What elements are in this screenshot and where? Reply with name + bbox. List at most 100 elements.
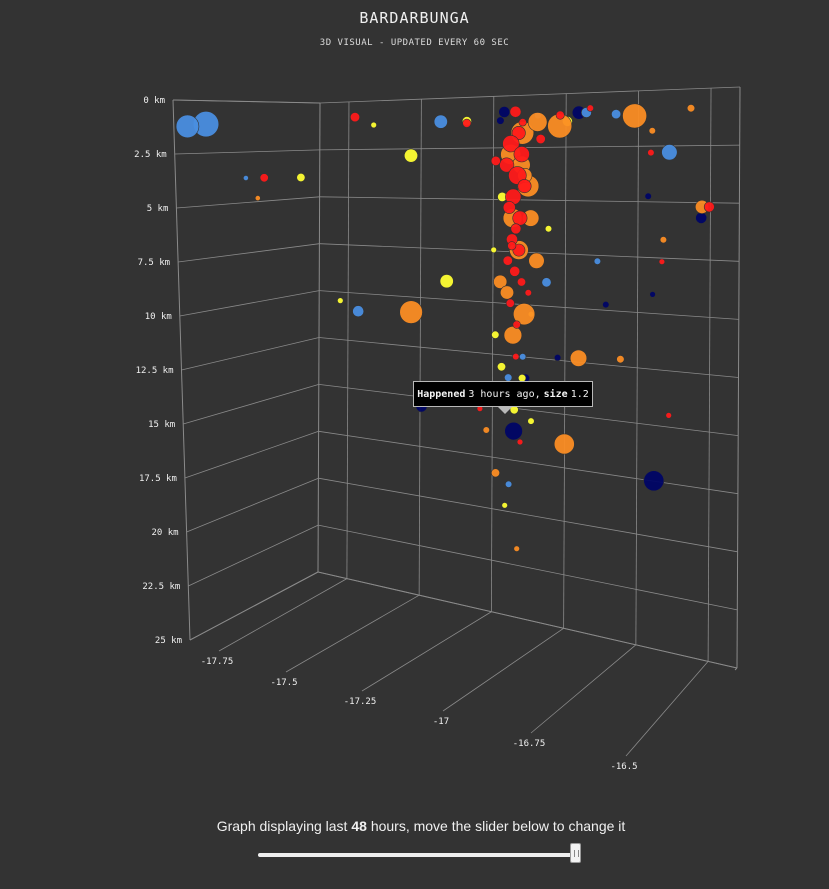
quake-point-red[interactable] <box>462 118 472 128</box>
quake-point-red[interactable] <box>665 412 672 419</box>
quake-point-light-blue[interactable] <box>433 114 448 129</box>
quake-point-red[interactable] <box>509 265 521 277</box>
quake-point-yellow[interactable] <box>501 502 508 509</box>
3d-scatter-plot[interactable]: 0 km 2.5 km 5 km 7.5 km 10 km 12.5 km 15 km 17.… <box>0 0 829 800</box>
quake-point-yellow[interactable] <box>439 274 454 289</box>
quake-point-navy[interactable] <box>644 192 652 200</box>
longitude-axis: -17.75 -17.5 -17.25 -17 -16.75 -16.5 <box>201 657 638 772</box>
quake-point-light-blue[interactable] <box>661 144 678 161</box>
slider-caption: Graph displaying last 48 hours, move the… <box>0 818 829 834</box>
quake-point-red[interactable] <box>535 134 546 145</box>
quake-point-red[interactable] <box>259 173 269 183</box>
depth-gridline <box>186 477 319 533</box>
quake-point-navy[interactable] <box>553 354 562 362</box>
quake-point-light-blue[interactable] <box>611 109 622 120</box>
quake-point-orange[interactable] <box>622 103 648 129</box>
quake-point-orange[interactable] <box>528 252 545 269</box>
slider-thumb[interactable] <box>570 843 581 863</box>
slider-track[interactable] <box>258 853 581 857</box>
quake-point-navy[interactable] <box>643 470 665 492</box>
quake-point-orange[interactable] <box>659 236 668 244</box>
quake-point-orange[interactable] <box>482 426 490 434</box>
quake-point-light-blue[interactable] <box>593 257 602 265</box>
quake-point-red[interactable] <box>513 146 530 163</box>
quake-point-orange[interactable] <box>513 545 520 552</box>
quake-point-red[interactable] <box>516 277 526 287</box>
quake-point-red[interactable] <box>516 438 524 446</box>
longitude-gridline <box>490 96 495 612</box>
quake-point-red[interactable] <box>524 289 532 297</box>
quake-point-light-blue[interactable] <box>519 353 527 361</box>
quake-point-light-blue[interactable] <box>242 175 249 181</box>
quake-point-light-blue[interactable] <box>505 480 513 488</box>
quake-point-light-blue[interactable] <box>352 305 365 318</box>
quake-point-light-blue[interactable] <box>541 277 552 288</box>
longitude-gridline <box>563 93 567 629</box>
quake-point-red[interactable] <box>512 320 521 329</box>
quake-point-yellow[interactable] <box>403 148 418 163</box>
quake-point-red[interactable] <box>510 223 522 235</box>
quake-point-navy[interactable] <box>649 291 656 298</box>
depth-gridline <box>319 86 741 104</box>
hours-slider[interactable] <box>258 843 581 863</box>
quake-point-red[interactable] <box>507 241 517 251</box>
quake-point-yellow[interactable] <box>370 121 377 129</box>
depth-gridline <box>318 477 738 553</box>
quake-point-orange[interactable] <box>399 300 423 324</box>
quake-point-yellow[interactable] <box>527 417 535 425</box>
quake-point-red[interactable] <box>586 104 594 112</box>
longitude-floor-line <box>218 578 348 652</box>
quake-point-orange[interactable] <box>569 349 588 367</box>
quake-point-navy[interactable] <box>602 301 610 309</box>
longitude-floor-line <box>361 611 492 692</box>
depth-tick-label: 2.5 km <box>134 150 167 160</box>
quake-point-navy[interactable] <box>498 106 511 118</box>
quake-point-yellow[interactable] <box>544 225 553 233</box>
quake-point-navy[interactable] <box>504 421 523 441</box>
quake-point-orange[interactable] <box>490 468 500 478</box>
quake-point-red[interactable] <box>505 298 515 308</box>
quake-point-orange[interactable] <box>616 355 625 364</box>
quake-point-orange[interactable] <box>553 433 575 455</box>
quake-point-navy[interactable] <box>695 211 708 224</box>
quake-point-red[interactable] <box>349 112 360 123</box>
quake-point-orange[interactable] <box>254 195 261 201</box>
quake-point-orange[interactable] <box>527 112 548 132</box>
quake-point-orange[interactable] <box>499 285 514 300</box>
quake-point-yellow[interactable] <box>491 330 500 339</box>
quake-point-yellow[interactable] <box>296 173 306 183</box>
quake-point-yellow[interactable] <box>496 362 506 372</box>
quake-point-red[interactable] <box>509 105 522 118</box>
quake-point-red[interactable] <box>512 353 520 361</box>
quake-point-orange[interactable] <box>648 127 656 135</box>
quake-point-red[interactable] <box>502 201 516 214</box>
quake-point-yellow[interactable] <box>490 246 497 254</box>
quake-point-orange[interactable] <box>503 326 523 345</box>
depth-tick-label: 7.5 km <box>138 258 171 268</box>
quake-point-orange[interactable] <box>686 104 696 113</box>
quake-point-red[interactable] <box>499 157 515 173</box>
depth-gridline <box>189 571 319 641</box>
quake-point-red[interactable] <box>647 149 655 157</box>
quake-point-red[interactable] <box>490 155 501 166</box>
quake-point-orange[interactable] <box>493 274 508 289</box>
depth-tick-label: 10 km <box>145 312 172 322</box>
quake-point-orange[interactable] <box>512 303 536 326</box>
quake-point-navy[interactable] <box>496 116 505 125</box>
quake-point-red[interactable] <box>517 179 532 194</box>
quake-point-red[interactable] <box>518 118 527 127</box>
caption-suffix: hours, move the slider below to change i… <box>370 818 626 834</box>
quake-point-red[interactable] <box>502 135 520 153</box>
quake-point-light-blue[interactable] <box>175 114 200 139</box>
longitude-tick-label: -17 <box>433 717 449 727</box>
quake-point-red[interactable] <box>555 110 565 120</box>
quake-point-yellow[interactable] <box>337 297 344 304</box>
quake-point-red[interactable] <box>703 201 715 213</box>
quake-points[interactable] <box>175 103 715 552</box>
longitude-tick-label: -17.5 <box>270 678 297 688</box>
plot-frame <box>172 86 741 671</box>
quake-point-red[interactable] <box>512 210 528 226</box>
quake-point-red[interactable] <box>658 258 666 265</box>
quake-point-red[interactable] <box>502 255 513 266</box>
longitude-tick-label: -17.25 <box>344 697 377 707</box>
